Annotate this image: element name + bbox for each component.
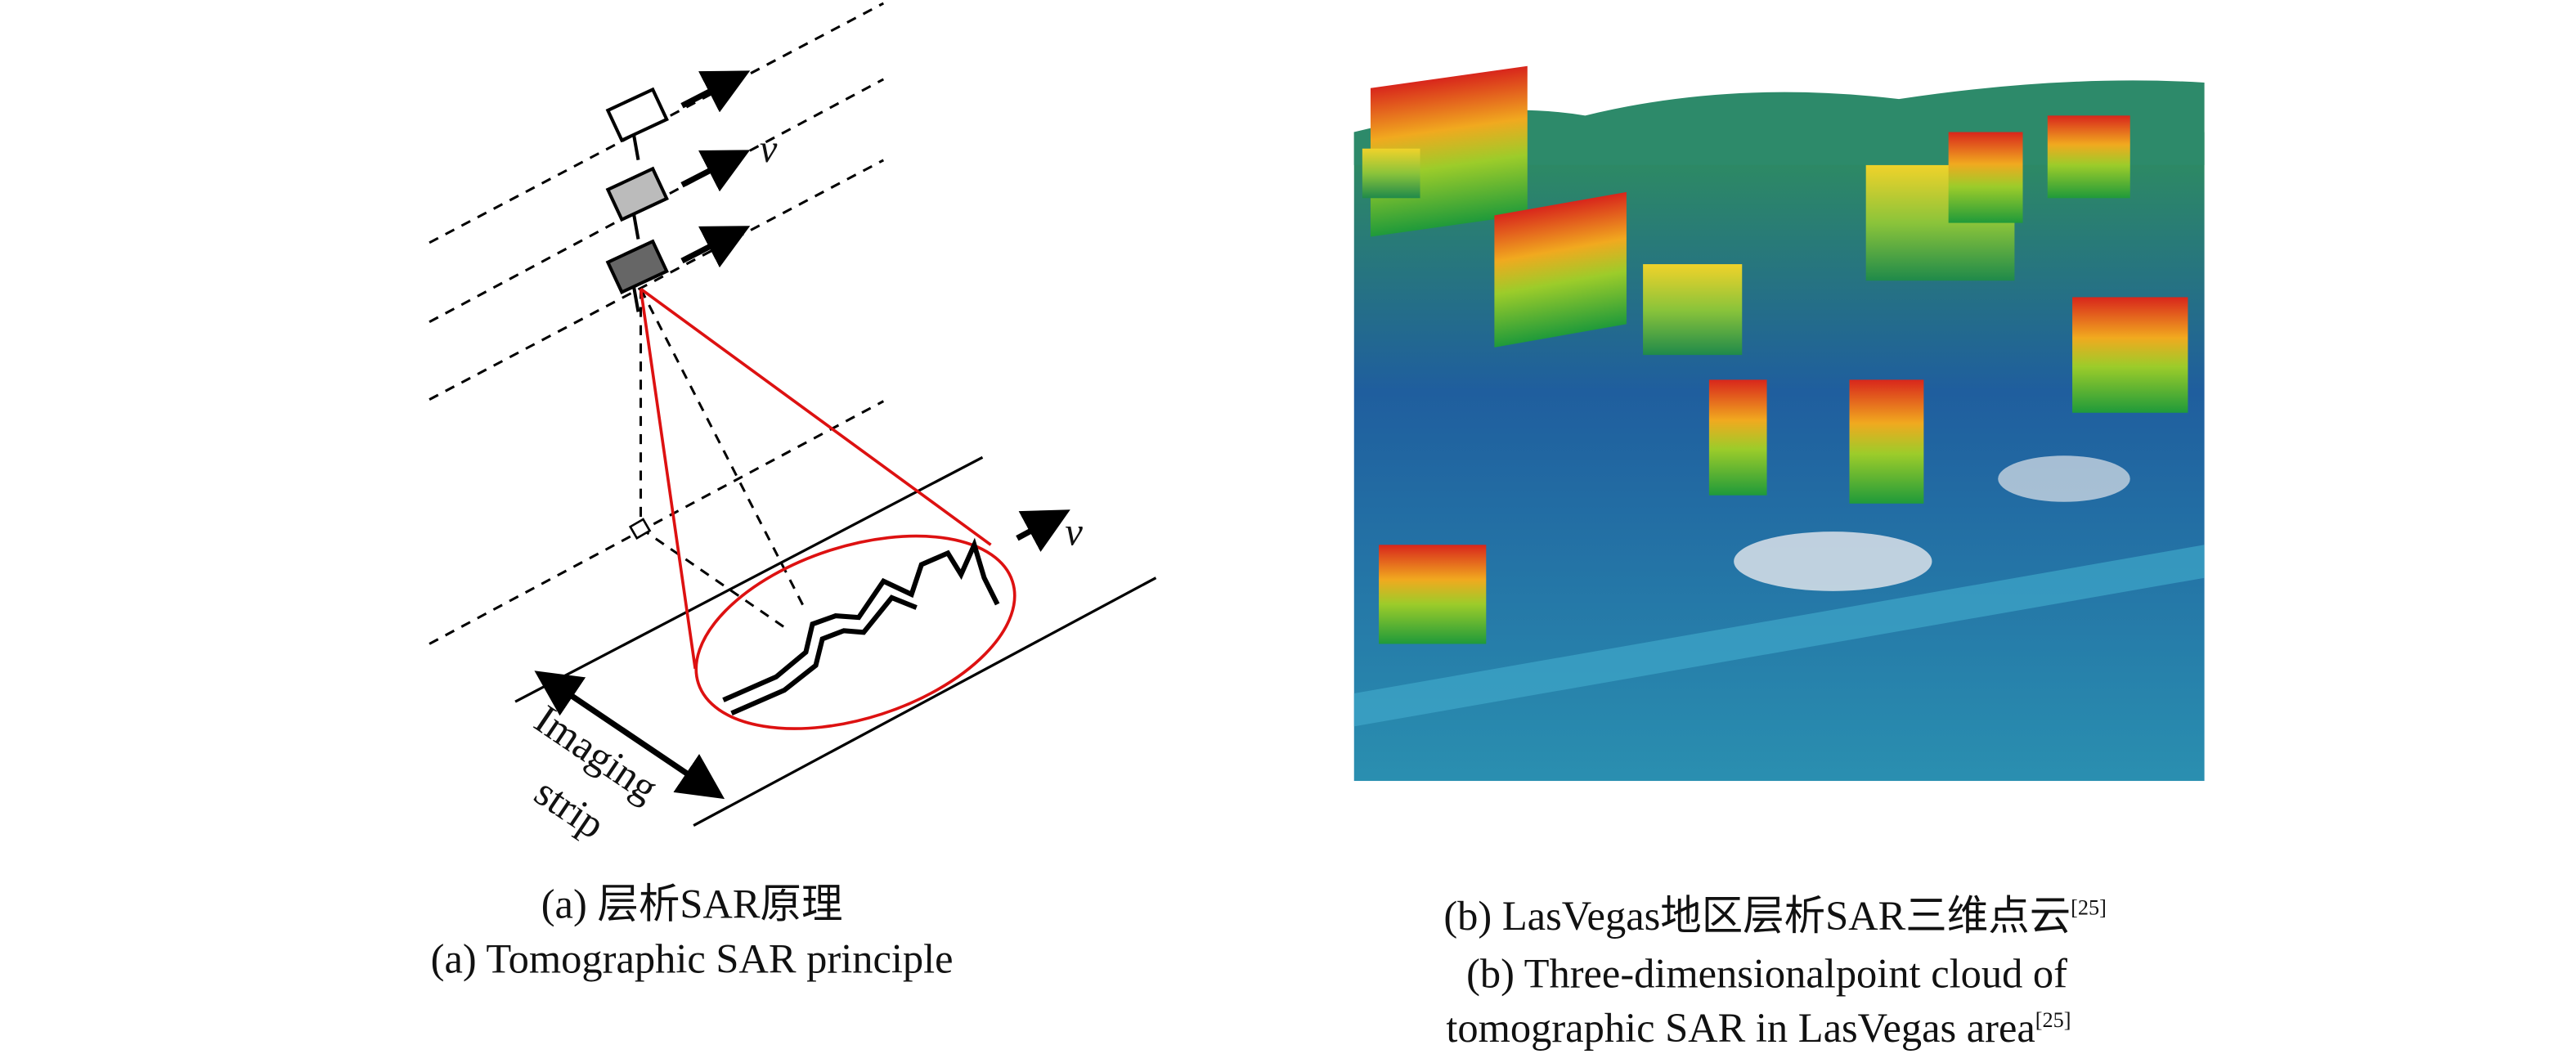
caption: (b) LasVegas地区层析SAR三维点云[25] [1443, 893, 2107, 939]
velocity-label: v [1065, 510, 1083, 554]
citation: [25] [2071, 896, 2107, 920]
caption: (a) Tomographic SAR principle [431, 935, 954, 981]
velocity-label: v [760, 128, 778, 171]
caption-text: (b) LasVegas地区层析SAR三维点云 [1443, 893, 2071, 939]
caption-text: tomographic SAR in LasVegas area [1446, 1005, 2035, 1051]
point-cloud-image [1353, 65, 2205, 782]
caption: (a) 层析SAR原理 [541, 881, 843, 927]
caption: (b) Three-dimensionalpoint cloud of [1466, 950, 2067, 996]
tomosar-diagram [429, 2, 1157, 827]
citation: [25] [2035, 1008, 2071, 1032]
caption: tomographic SAR in LasVegas area[25] [1446, 1005, 2071, 1051]
